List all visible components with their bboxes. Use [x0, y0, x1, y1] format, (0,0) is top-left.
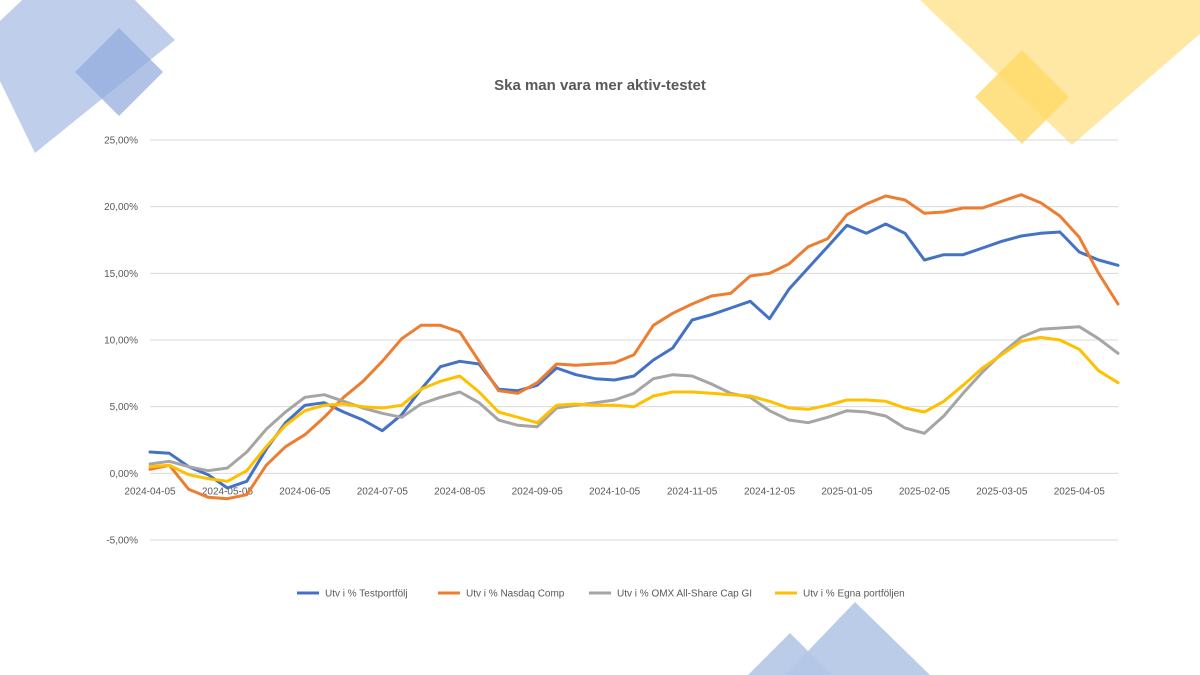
x-tick-label: 2025-02-05 — [899, 486, 951, 497]
series-line-3 — [148, 325, 1120, 473]
x-tick-label: 2024-04-05 — [124, 486, 176, 497]
legend-label: Utv i % Egna portföljen — [803, 589, 905, 600]
deco-triangle-blue-bottom-right — [785, 602, 930, 675]
y-tick-label: -5,00% — [106, 536, 138, 547]
legend-label: Utv i % OMX All-Share Cap GI — [617, 589, 752, 600]
y-tick-label: 0,00% — [110, 469, 138, 480]
deco-diamond-yellow-small — [975, 50, 1069, 144]
y-tick-label: 25,00% — [104, 136, 138, 147]
chart-title: Ska man vara mer aktiv-testet — [494, 77, 706, 94]
gridlines — [150, 139, 1118, 541]
x-tick-label: 2024-12-05 — [744, 486, 796, 497]
x-tick-label: 2025-04-05 — [1054, 486, 1106, 497]
legend: Utv i % Testportfölj Utv i % Nasdaq Comp U… — [297, 589, 905, 600]
deco-triangle-yellow-large — [920, 0, 1200, 145]
y-tick-label: 15,00% — [104, 269, 138, 280]
y-tick-label: 20,00% — [104, 202, 138, 213]
x-axis-ticks: 2024-04-05 2024-05-05 2024-06-05 2024-07-05… — [124, 486, 1105, 497]
series-line-1 — [148, 222, 1120, 490]
x-tick-label: 2024-11-05 — [667, 486, 718, 497]
legend-label: Utv i % Testportfölj — [325, 589, 408, 600]
y-tick-label: 10,00% — [104, 336, 138, 347]
x-tick-label: 2025-01-05 — [821, 486, 873, 497]
x-tick-label: 2024-10-05 — [589, 486, 641, 497]
x-tick-label: 2024-05-05 — [202, 486, 254, 497]
x-tick-label: 2024-06-05 — [279, 486, 331, 497]
x-tick-label: 2024-09-05 — [512, 486, 564, 497]
series-line-2 — [148, 193, 1120, 501]
legend-label: Utv i % Nasdaq Comp — [466, 589, 565, 600]
y-tick-label: 5,00% — [110, 402, 138, 413]
series-lines — [148, 193, 1120, 501]
series-line-4 — [148, 335, 1120, 483]
x-tick-label: 2024-08-05 — [434, 486, 486, 497]
x-tick-label: 2025-03-05 — [976, 486, 1028, 497]
y-axis-ticks: 25,00% 20,00% 15,00% 10,00% 5,00% 0,00% -5,00% — [104, 136, 138, 547]
x-tick-label: 2024-07-05 — [357, 486, 409, 497]
deco-diamond-blue-small — [75, 28, 163, 116]
